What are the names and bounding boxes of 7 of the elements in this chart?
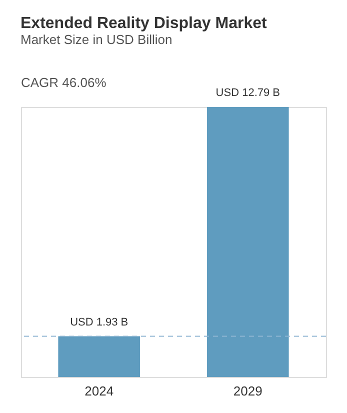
data-label: USD 1.93 B (70, 316, 128, 328)
x-tick-label: 2024 (84, 384, 114, 398)
chart-title: Extended Reality Display Market (20, 15, 268, 32)
x-tick-label: 2029 (233, 384, 262, 398)
chart-subtitle: Market Size in USD Billion (20, 32, 172, 47)
text: CAGR 46.06% (21, 75, 107, 90)
data-label: USD 12.79 B (216, 87, 280, 99)
